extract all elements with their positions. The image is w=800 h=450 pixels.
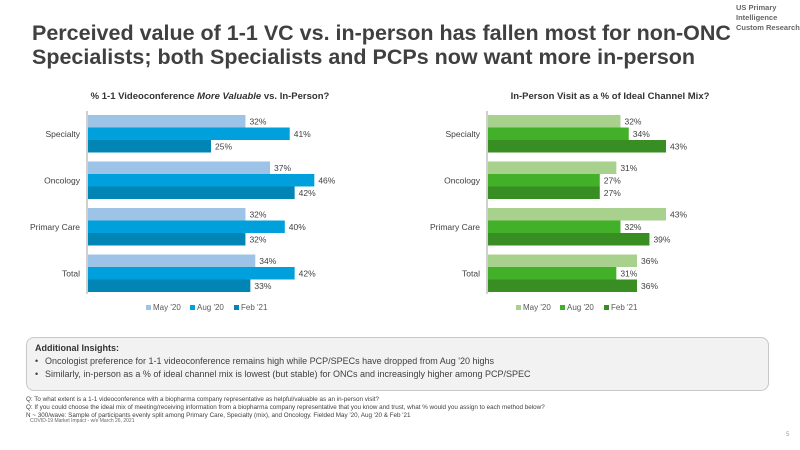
- data-label: 41%: [294, 129, 311, 139]
- bar: [488, 174, 600, 187]
- data-label: 31%: [620, 163, 637, 173]
- bar: [488, 267, 617, 280]
- insight-item: • Similarly, in-person as a % of ideal ch…: [35, 368, 760, 381]
- bar: [88, 208, 246, 221]
- chart-title-inperson-text: In-Person Visit as a % of Ideal Channel …: [510, 91, 710, 102]
- bar: [88, 254, 256, 267]
- bullet-icon: •: [35, 356, 39, 366]
- insight-text: Oncologist preference for 1-1 videoconfe…: [45, 356, 494, 366]
- bar: [488, 161, 617, 174]
- legend-label: Aug '20: [567, 303, 594, 312]
- legend-swatch: [516, 305, 521, 310]
- legend-swatch: [604, 305, 609, 310]
- legend-swatch: [146, 305, 151, 310]
- data-label: 43%: [670, 141, 687, 151]
- category-label: Primary Care: [430, 222, 480, 232]
- brand-label: US Primary Intelligence Custom Research: [736, 3, 800, 33]
- bar: [88, 140, 211, 153]
- category-label: Oncology: [444, 175, 481, 185]
- data-label: 42%: [299, 188, 316, 198]
- chart-videoconference-value: Specialty32%41%25%Oncology37%46%42%Prima…: [30, 111, 336, 312]
- bar: [488, 254, 638, 267]
- footer-source: COVID-19 Market Impact - w/e March 26, 2…: [30, 418, 135, 424]
- additional-insights-box: Additional Insights: • Oncologist prefere…: [26, 337, 769, 391]
- footnote-sample: N ~ 300/wave: Sample of participants eve…: [26, 412, 411, 419]
- chart-title-vc-pre: % 1-1 Videoconference: [90, 91, 198, 102]
- category-label: Primary Care: [30, 222, 80, 232]
- data-label: 32%: [249, 209, 266, 219]
- bar: [488, 279, 638, 292]
- bar: [88, 233, 246, 246]
- data-label: 32%: [249, 116, 266, 126]
- data-label: 31%: [620, 268, 637, 278]
- bar: [88, 220, 285, 233]
- bar: [488, 115, 621, 128]
- legend-label: Feb '21: [611, 303, 638, 312]
- footnote-q1: Q: To what extent is a 1-1 videoconferen…: [26, 396, 380, 403]
- data-label: 36%: [641, 256, 658, 266]
- category-label: Oncology: [44, 175, 81, 185]
- bar: [88, 267, 295, 280]
- legend-label: Feb '21: [241, 303, 268, 312]
- page-number: 5: [786, 432, 790, 438]
- category-label: Total: [462, 268, 480, 278]
- chart-inperson-mix: Specialty 32% 34% 43% Oncology 31% 27% 27% Prima…: [430, 111, 687, 312]
- data-label: 40%: [289, 222, 306, 232]
- bar: [88, 127, 290, 140]
- insights-title: Additional Insights:: [35, 343, 119, 353]
- legend-label: May '20: [153, 303, 181, 312]
- data-label: 27%: [604, 175, 621, 185]
- slide-title: Perceived value of 1-1 VC vs. in-person …: [32, 21, 731, 69]
- data-label: 32%: [624, 116, 641, 126]
- bar: [488, 140, 667, 153]
- data-label: 32%: [624, 222, 641, 232]
- chart-title-vc-post: vs. In-Person?: [261, 91, 330, 102]
- data-label: 34%: [259, 256, 276, 266]
- data-label: 34%: [633, 129, 650, 139]
- data-label: 36%: [641, 281, 658, 291]
- bar: [488, 220, 621, 233]
- data-label: 32%: [249, 234, 266, 244]
- data-label: 39%: [653, 234, 670, 244]
- legend-swatch: [560, 305, 565, 310]
- bar: [88, 279, 251, 292]
- footnotes: Q: To what extent is a 1-1 videoconferen…: [26, 396, 786, 420]
- legend-label: May '20: [523, 303, 551, 312]
- category-label: Specialty: [46, 129, 81, 139]
- data-label: 27%: [604, 188, 621, 198]
- legend-swatch: [190, 305, 195, 310]
- chart-title-vc-italic: More Valuable: [197, 91, 262, 102]
- data-label: 25%: [215, 141, 232, 151]
- chart-title-inperson: In-Person Visit as a % of Ideal Channel …: [460, 91, 760, 102]
- bar: [488, 186, 600, 199]
- legend-swatch: [234, 305, 239, 310]
- brand-line-1: US Primary Intelligence: [736, 3, 778, 22]
- data-label: 37%: [274, 163, 291, 173]
- legend-label: Aug '20: [197, 303, 224, 312]
- footnote-q2: Q: If you could choose the ideal mix of …: [26, 404, 545, 411]
- insight-text: Similarly, in-person as a % of ideal cha…: [45, 369, 531, 379]
- bullet-icon: •: [35, 369, 39, 379]
- bar: [488, 233, 650, 246]
- bar: [88, 161, 271, 174]
- insight-item: • Oncologist preference for 1-1 videoconf…: [35, 355, 760, 368]
- brand-line-2: Custom Research: [736, 23, 800, 32]
- bar: [488, 127, 629, 140]
- bar: [88, 186, 295, 199]
- data-label: 33%: [254, 281, 271, 291]
- category-label: Total: [62, 268, 80, 278]
- category-label: Specialty: [446, 129, 481, 139]
- chart-title-vc: % 1-1 Videoconference More Valuable vs. …: [60, 91, 360, 102]
- bar: [88, 174, 315, 187]
- data-label: 43%: [670, 209, 687, 219]
- data-label: 42%: [299, 268, 316, 278]
- bar: [88, 115, 246, 128]
- data-label: 46%: [318, 175, 335, 185]
- bar: [488, 208, 667, 221]
